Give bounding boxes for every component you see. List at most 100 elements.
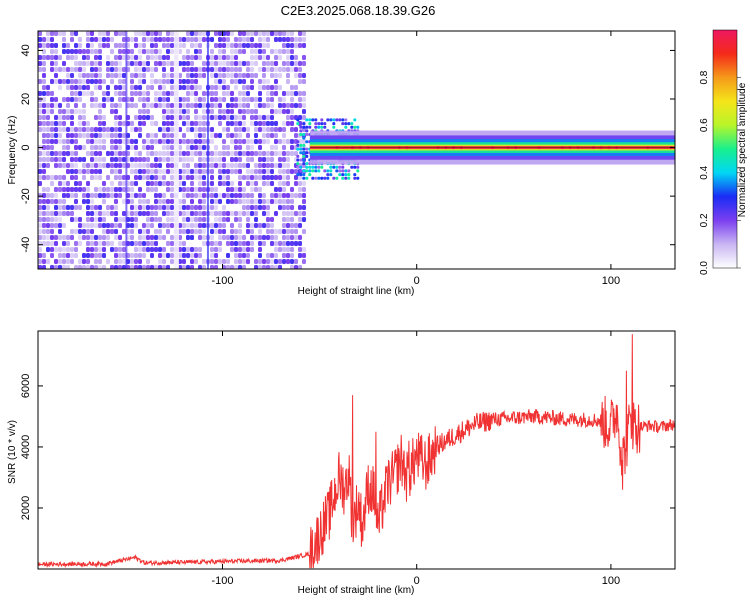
- colorbar-tick-label: 0.4: [699, 165, 710, 179]
- heatmap-cell: [226, 211, 230, 216]
- heatmap-cell: [198, 265, 202, 269]
- heatmap-cell: [86, 91, 90, 96]
- heatmap-cell: [106, 133, 110, 138]
- heatmap-cell: [118, 73, 122, 78]
- heatmap-cell: [86, 55, 90, 60]
- heatmap-cell: [170, 85, 174, 90]
- heatmap-cell: [66, 133, 70, 138]
- heatmap-cell: [58, 133, 62, 138]
- heatmap-cell: [302, 61, 306, 66]
- heatmap-cell: [146, 85, 150, 90]
- heatmap-cell: [46, 193, 50, 198]
- heatmap-cell: [134, 103, 138, 108]
- heatmap-cell: [290, 211, 294, 216]
- heatmap-cell: [170, 157, 174, 162]
- heatmap-cell: [254, 211, 258, 216]
- heatmap-cell: [296, 143, 300, 147]
- heatmap-cell: [62, 109, 66, 114]
- heatmap-cell: [242, 175, 246, 180]
- heatmap-cell: [198, 175, 202, 180]
- heatmap-cell: [122, 133, 126, 138]
- heatmap-cell: [162, 223, 166, 228]
- heatmap-cell: [290, 217, 294, 222]
- heatmap-cell: [302, 37, 306, 42]
- heatmap-cell: [218, 175, 222, 180]
- heatmap-cell: [258, 223, 262, 228]
- heatmap-cell: [74, 253, 78, 258]
- heatmap-cell: [190, 37, 194, 42]
- heatmap-cell: [46, 151, 50, 156]
- heatmap-cell: [70, 139, 74, 144]
- heatmap-cell: [94, 67, 98, 72]
- heatmap-cell: [46, 157, 50, 162]
- heatmap-cell: [130, 265, 134, 269]
- heatmap-cell: [230, 133, 234, 138]
- heatmap-cell: [138, 67, 142, 72]
- heatmap-cell: [58, 211, 62, 216]
- heatmap-cell: [238, 91, 242, 96]
- heatmap-cell: [250, 181, 254, 186]
- heatmap-cell: [210, 85, 214, 90]
- heatmap-cell: [110, 103, 114, 108]
- heatmap-cell: [50, 109, 54, 114]
- heatmap-cell: [42, 103, 46, 108]
- heatmap-cell: [118, 169, 122, 174]
- heatmap-cell: [178, 229, 182, 234]
- heatmap-cell: [58, 151, 62, 156]
- heatmap-cell: [226, 253, 230, 258]
- heatmap-cell: [166, 205, 170, 210]
- heatmap-cell: [242, 37, 246, 42]
- heatmap-cell: [274, 253, 278, 258]
- heatmap-cell: [210, 211, 214, 216]
- heatmap-cell: [106, 211, 110, 216]
- heatmap-cell: [66, 79, 70, 84]
- heatmap-cell: [50, 265, 54, 269]
- heatmap-cell: [42, 37, 46, 42]
- heatmap-cell: [246, 199, 250, 204]
- heatmap-cell: [258, 199, 262, 204]
- heatmap-cell: [246, 241, 250, 246]
- heatmap-cell: [166, 73, 170, 78]
- heatmap-cell: [114, 145, 118, 150]
- heatmap-cell: [254, 55, 258, 60]
- heatmap-cell: [130, 193, 134, 198]
- heatmap-cell: [262, 115, 266, 120]
- heatmap-cell: [90, 175, 94, 180]
- heatmap-cell: [282, 103, 286, 108]
- heatmap-cell: [86, 85, 90, 90]
- heatmap-cell: [314, 176, 318, 180]
- heatmap-cell: [66, 259, 70, 264]
- heatmap-cell: [278, 127, 282, 132]
- heatmap-cell: [238, 115, 242, 120]
- heatmap-cell: [142, 211, 146, 216]
- heatmap-cell: [270, 85, 274, 90]
- heatmap-cell: [90, 73, 94, 78]
- heatmap-cell: [178, 199, 182, 204]
- heatmap-cell: [230, 31, 234, 36]
- heatmap-cell: [82, 163, 86, 168]
- heatmap-cell: [102, 145, 106, 150]
- heatmap-cell: [134, 139, 138, 144]
- heatmap-cell: [86, 223, 90, 228]
- heatmap-cell: [258, 265, 262, 269]
- heatmap-cell: [305, 125, 309, 129]
- heatmap-cell: [332, 125, 336, 129]
- heatmap-cell: [154, 211, 158, 216]
- heatmap-cell: [242, 121, 246, 126]
- heatmap-cell: [54, 103, 58, 108]
- heatmap-cell: [86, 187, 90, 192]
- heatmap-cell: [278, 103, 282, 108]
- heatmap-cell: [305, 118, 309, 122]
- heatmap-cell: [338, 169, 342, 173]
- heatmap-cell: [222, 169, 226, 174]
- heatmap-cell: [254, 133, 258, 138]
- heatmap-cell: [238, 169, 242, 174]
- heatmap-cell: [190, 103, 194, 108]
- heatmap-cell: [70, 31, 74, 36]
- heatmap-cell: [82, 187, 86, 192]
- heatmap-cell: [210, 241, 214, 246]
- heatmap-cell: [214, 229, 218, 234]
- heatmap-cell: [170, 193, 174, 198]
- heatmap-cell: [54, 211, 58, 216]
- heatmap-cell: [270, 223, 274, 228]
